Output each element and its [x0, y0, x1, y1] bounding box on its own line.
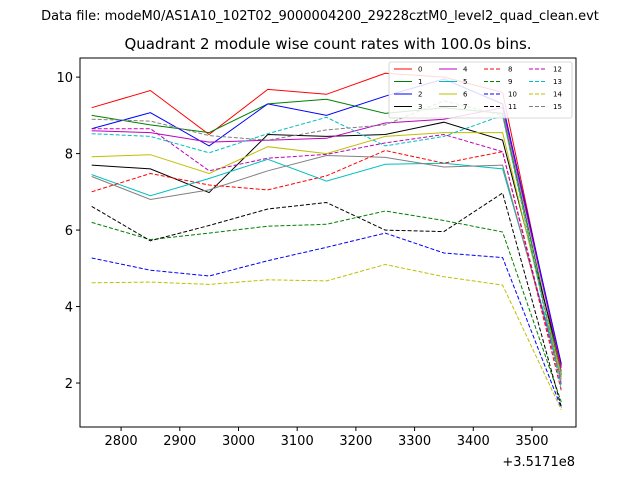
y-tick-label-8: 8: [65, 148, 73, 163]
series-line-11: [91, 192, 562, 407]
series-line-7: [91, 154, 562, 380]
x-offset-label: +3.5171e8: [502, 455, 575, 470]
axes-frame: [79, 57, 577, 428]
y-tick-label-4: 4: [65, 301, 73, 316]
series-line-15: [91, 100, 562, 384]
legend-label-3: 3: [418, 103, 422, 111]
x-tick-label-3000: 3000: [222, 434, 255, 449]
legend-label-4: 4: [463, 66, 468, 74]
series-line-10: [91, 232, 562, 409]
legend-label-5: 5: [463, 78, 467, 86]
legend-label-14: 14: [553, 91, 562, 99]
legend-box: [388, 61, 573, 119]
suptitle: Data file: modeM0/AS1A10_102T02_90000042…: [41, 9, 599, 24]
x-tick-label-3300: 3300: [398, 434, 431, 449]
series-line-8: [91, 149, 562, 391]
x-tick-label-3100: 3100: [281, 434, 314, 449]
series-line-12: [91, 128, 562, 386]
y-tick-label-2: 2: [65, 377, 73, 392]
x-tick-label-3200: 3200: [339, 434, 372, 449]
legend-label-10: 10: [508, 91, 517, 99]
series-line-9: [91, 210, 562, 403]
x-tick-label-2800: 2800: [105, 434, 138, 449]
legend-label-7: 7: [463, 103, 467, 111]
y-tick-label-10: 10: [56, 71, 73, 86]
series-line-5: [91, 158, 562, 374]
legend-label-6: 6: [463, 91, 468, 99]
series-line-3: [91, 121, 562, 366]
series-line-14: [91, 263, 562, 411]
plot-area: 2800 2900 3000 3100 3200 3300 3400 3500 2 4 6 8 10 0 1…: [56, 57, 577, 449]
chart-title: Quadrant 2 module wise count rates with …: [124, 35, 531, 53]
x-tick-label-3400: 3400: [457, 434, 490, 449]
x-tick-label-3500: 3500: [515, 434, 548, 449]
legend-label-1: 1: [418, 78, 422, 86]
series-line-13: [91, 114, 562, 389]
legend-label-13: 13: [553, 78, 562, 86]
legend-label-15: 15: [553, 103, 562, 111]
legend-label-8: 8: [508, 66, 512, 74]
legend-label-12: 12: [553, 66, 562, 74]
y-tick-label-6: 6: [65, 224, 73, 239]
legend-label-11: 11: [508, 103, 517, 111]
x-tick-label-2900: 2900: [163, 434, 196, 449]
series-line-6: [91, 132, 562, 378]
legend-label-0: 0: [418, 66, 422, 74]
legend-label-2: 2: [418, 91, 422, 99]
legend-label-9: 9: [508, 78, 512, 86]
